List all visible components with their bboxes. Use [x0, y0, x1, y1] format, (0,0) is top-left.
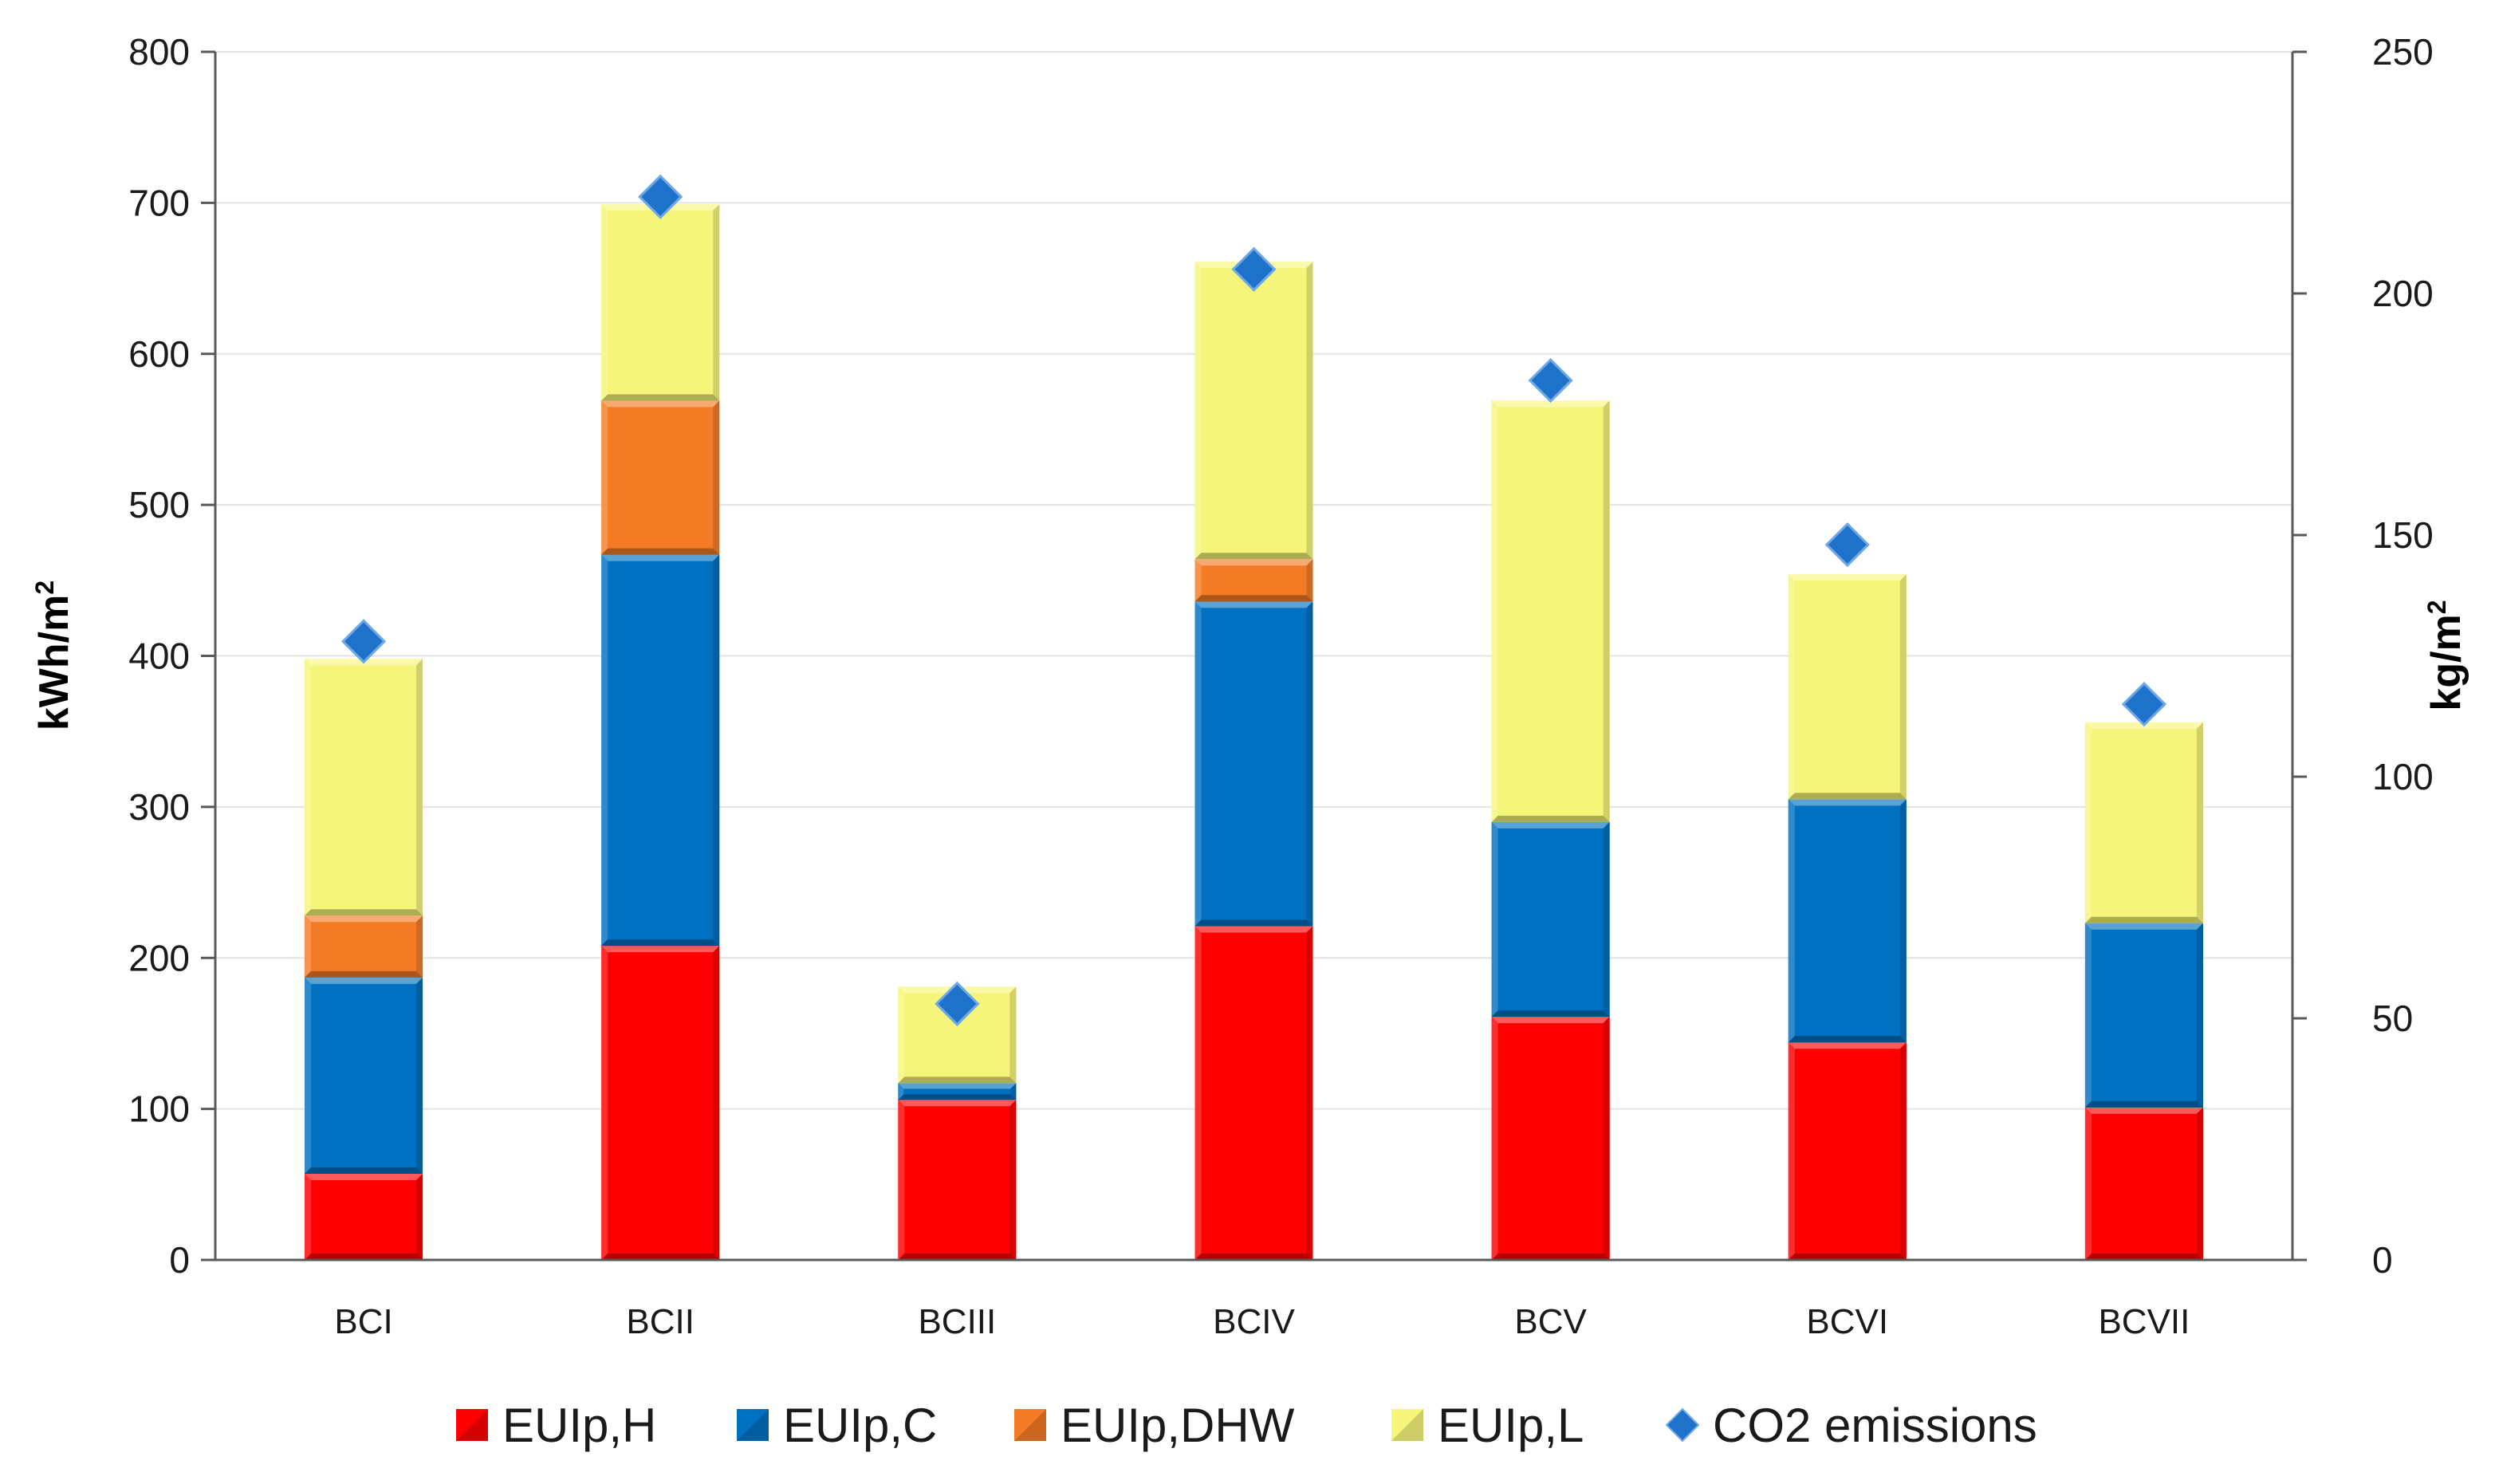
x-category-label: BCVI: [1806, 1302, 1888, 1341]
y-tick-label: 300: [128, 786, 190, 828]
bar-bcv-euip-h: [1491, 1017, 1610, 1260]
bar-bcvi-euip-c: [1788, 799, 1907, 1043]
legend-item-euip-dhw: EUIp,DHW: [1014, 1399, 1295, 1452]
x-category-label: BCV: [1514, 1302, 1587, 1341]
bar-bciv-euip-l: [1194, 262, 1313, 560]
y2-tick-label: 150: [2372, 514, 2434, 556]
bar-bcvii-euip-c: [2084, 923, 2203, 1108]
x-category-label: BCVII: [2098, 1302, 2190, 1341]
bar-bciv-euip-dhw: [1194, 559, 1313, 602]
bar-bciii-euip-h: [898, 1100, 1017, 1260]
y-tick-label: 700: [128, 182, 190, 223]
bar-bcii-euip-dhw: [601, 400, 720, 555]
bar-bcvi-euip-l: [1788, 574, 1907, 800]
x-axis-categories: BCI BCII BCIII BCIV BCV BCVI BCVII: [334, 1302, 2190, 1341]
x-category-label: BCIII: [918, 1302, 996, 1341]
co2-marker-bcii: [638, 174, 683, 219]
co2-marker-bcv: [1528, 357, 1573, 403]
y2-axis-label: kg/m2: [2422, 600, 2469, 711]
x-category-label: BCI: [334, 1302, 392, 1341]
y-tick-label: 100: [128, 1088, 190, 1130]
bar-bciv-euip-h: [1194, 926, 1313, 1260]
co2-marker-bcvi: [1824, 522, 1870, 568]
legend: EUIp,H EUIp,C EUIp,DHW EUIp,L CO2 emissions: [456, 1399, 2037, 1452]
legend-label: EUIp,DHW: [1061, 1399, 1295, 1452]
bar-bcii-euip-h: [601, 946, 720, 1260]
co2-marker-bci: [340, 619, 387, 664]
y2-tick-label: 50: [2372, 998, 2413, 1039]
y-tick-label: 500: [128, 484, 190, 526]
legend-item-co2-emissions: CO2 emissions: [1665, 1399, 2037, 1452]
co2-marker-bciv: [1231, 246, 1277, 292]
y2-tick-label: 0: [2372, 1239, 2393, 1281]
y2-tick-label: 100: [2372, 756, 2434, 797]
bar-bcvii-euip-l: [2084, 722, 2203, 923]
legend-item-euip-l: EUIp,L: [1391, 1399, 1584, 1452]
bar-bci-euip-c: [305, 977, 423, 1175]
y-tick-label: 600: [128, 333, 190, 375]
y2-axis-ticks: 0 50 100 150 200 250: [2292, 31, 2434, 1281]
y-axis-label: kWh/m2: [30, 581, 77, 730]
x-category-label: BCII: [626, 1302, 695, 1341]
bar-bci-euip-h: [305, 1174, 423, 1260]
bar-bcii-euip-c: [601, 554, 720, 947]
y-tick-label: 0: [169, 1239, 190, 1281]
bar-bcv-euip-l: [1491, 400, 1610, 822]
co2-markers: [340, 174, 2167, 1026]
legend-label: CO2 emissions: [1713, 1399, 2037, 1452]
bar-bcvi-euip-h: [1788, 1042, 1907, 1260]
bar-bcvii-euip-h: [2084, 1107, 2203, 1260]
bar-bciv-euip-c: [1194, 601, 1313, 927]
legend-label: EUIp,C: [783, 1399, 937, 1452]
bar-bcv-euip-c: [1491, 821, 1610, 1018]
y-tick-label: 800: [128, 31, 190, 73]
legend-label: EUIp,H: [502, 1399, 656, 1452]
y-tick-label: 400: [128, 636, 190, 677]
y-tick-label: 200: [128, 937, 190, 978]
y2-tick-label: 250: [2372, 31, 2434, 73]
bar-bcii-euip-l: [601, 204, 720, 401]
y-axis-ticks: 0 100 200 300 400 500 600 700 800: [128, 31, 215, 1281]
co2-marker-bcvii: [2121, 681, 2167, 727]
y2-tick-label: 200: [2372, 273, 2434, 314]
legend-label: EUIp,L: [1438, 1399, 1584, 1452]
bar-bci-euip-dhw: [305, 915, 423, 978]
legend-item-euip-h: EUIp,H: [456, 1399, 656, 1452]
legend-swatch: [1665, 1407, 1700, 1443]
co2-marker-bciii: [935, 981, 980, 1026]
bar-bciii-euip-c: [898, 1083, 1017, 1100]
bar-bci-euip-l: [305, 659, 423, 916]
legend-item-euip-c: EUIp,C: [737, 1399, 937, 1452]
x-category-label: BCIV: [1213, 1302, 1295, 1341]
bars: [305, 204, 2203, 1260]
